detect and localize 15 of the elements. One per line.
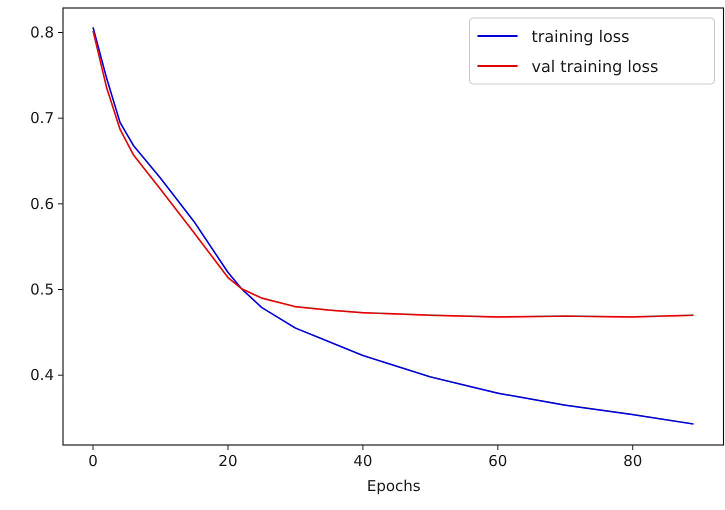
legend-label: training loss xyxy=(532,27,630,46)
x-tick-label: 60 xyxy=(488,452,508,470)
y-tick-label: 0.5 xyxy=(30,280,54,299)
y-tick-label: 0.8 xyxy=(30,24,54,42)
line-series xyxy=(92,26,694,425)
x-tick-label: 40 xyxy=(353,452,372,470)
x-tick-label: 80 xyxy=(623,452,642,470)
y-tick-label: 0.4 xyxy=(30,366,54,384)
legend-label: val training loss xyxy=(532,57,658,76)
x-tick-label: 0 xyxy=(88,452,98,470)
y-tick-label: 0.7 xyxy=(30,109,54,128)
x-tick-label: 20 xyxy=(218,452,238,470)
y-tick-label: 0.6 xyxy=(30,194,54,213)
x-axis-title: Epochs xyxy=(366,477,421,495)
line-series xyxy=(92,30,694,318)
